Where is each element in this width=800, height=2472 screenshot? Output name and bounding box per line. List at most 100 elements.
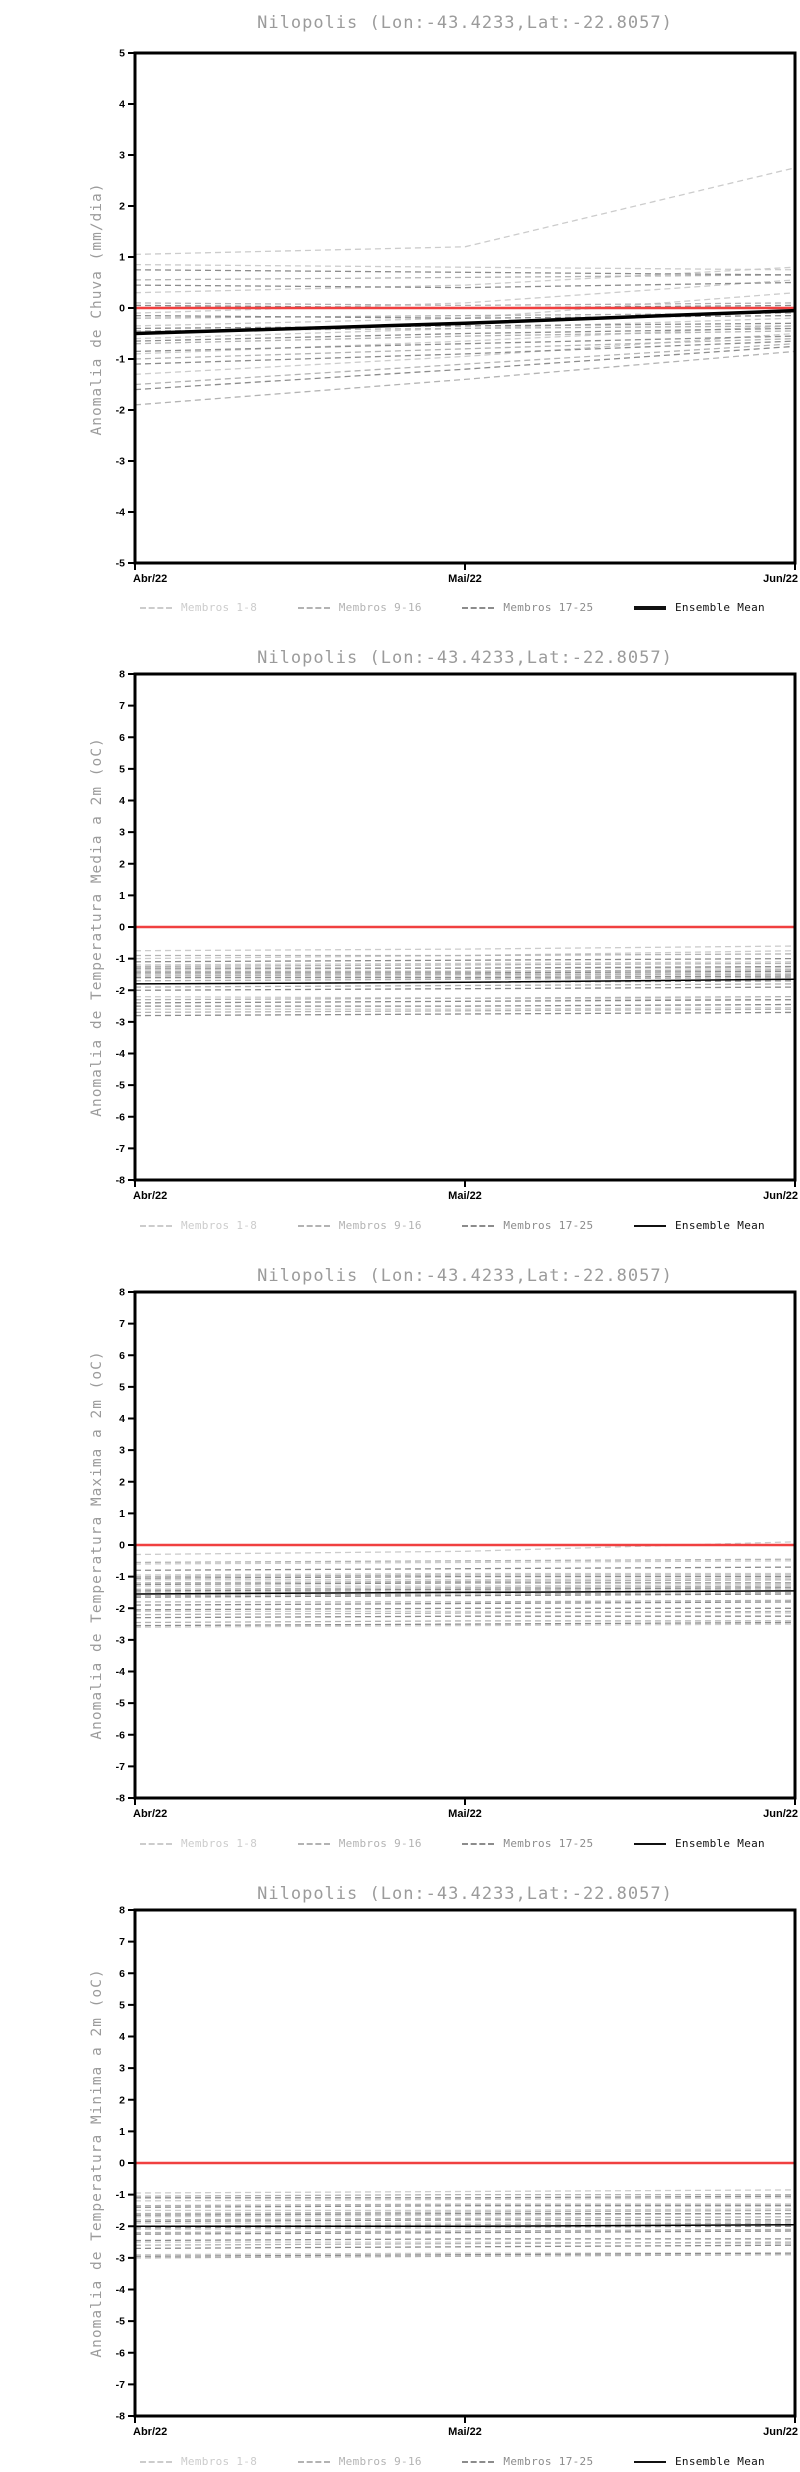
legend-item-membros-9-16: Membros 9-16: [297, 2455, 422, 2468]
legend-label: Ensemble Mean: [674, 1837, 765, 1850]
member-line: [134, 1621, 796, 1627]
y-tick-label: 2: [119, 858, 125, 870]
member-line: [134, 1585, 796, 1590]
y-tick-label: -3: [116, 2252, 125, 2264]
dashed-line-sample-icon: [140, 606, 172, 609]
chart-min-temperature-anomaly: Nilopolis (Lon:-43.4233,Lat:-22.8057) An…: [0, 1854, 800, 2472]
x-tick-label: Jun/22: [763, 2426, 798, 2438]
member-line: [134, 167, 796, 256]
chart-title: Nilopolis (Lon:-43.4233,Lat:-22.8057): [257, 648, 673, 668]
member-line: [134, 2197, 796, 2202]
member-line: [134, 2244, 796, 2250]
member-line: [134, 2205, 795, 2208]
y-tick-label: 6: [119, 732, 125, 744]
y-tick-label: -8: [116, 1793, 125, 1805]
y-tick-label: -5: [116, 1080, 125, 1092]
y-tick-label: 2: [119, 201, 125, 213]
y-tick-label: 3: [119, 1445, 125, 1457]
member-line: [134, 1582, 795, 1586]
member-line: [134, 1011, 796, 1017]
legend-item-membros-1-8: Membros 1-8: [140, 2455, 257, 2468]
dashed-line-sample-icon: [297, 2460, 330, 2463]
y-tick-label: 3: [119, 2063, 125, 2075]
y-tick-label: -6: [116, 2347, 125, 2359]
member-line: [134, 976, 796, 982]
y-tick-label: 0: [119, 303, 125, 315]
member-line: [134, 2189, 796, 2194]
chart-title: Nilopolis (Lon:-43.4233,Lat:-22.8057): [257, 1266, 673, 1286]
y-tick-label: 7: [119, 1318, 125, 1330]
member-line: [134, 995, 796, 1001]
legend-label: Membros 9-16: [338, 1219, 422, 1232]
member-line: [134, 350, 796, 406]
x-tick-label: Jun/22: [763, 1190, 798, 1202]
member-line: [134, 986, 796, 991]
member-line: [135, 1003, 796, 1007]
chart-mean-temperature-anomaly: Nilopolis (Lon:-43.4233,Lat:-22.8057) An…: [0, 618, 800, 1236]
member-line: [134, 2209, 796, 2215]
y-tick-label: 1: [119, 252, 125, 264]
y-tick-label: 4: [119, 99, 125, 111]
y-tick-label: 4: [119, 795, 125, 807]
ensemble-mean-line: [135, 2223, 796, 2228]
y-tick-label: -7: [116, 1761, 125, 1773]
member-line: [134, 961, 796, 966]
member-line: [134, 263, 796, 271]
legend-label: Membros 9-16: [338, 1837, 422, 1850]
y-tick-label: -7: [116, 1143, 125, 1155]
member-line: [134, 999, 796, 1004]
legend: Membros 1-8 Membros 9-16 Membros 17-25 E…: [140, 1219, 765, 1232]
member-line: [134, 1591, 796, 1597]
dashed-line-sample-icon: [297, 1842, 330, 1845]
solid-line-sample-icon: [633, 1224, 666, 1227]
legend-item-membros-17-25: Membros 17-25: [462, 2455, 593, 2468]
y-tick-label: -2: [116, 1603, 125, 1615]
member-line: [134, 1566, 796, 1571]
legend-item-membros-1-8: Membros 1-8: [140, 1219, 257, 1232]
member-line: [135, 2195, 796, 2199]
member-line: [134, 1593, 796, 1598]
legend-item-ensemble-mean: Ensemble Mean: [633, 1837, 765, 1850]
legend-label: Membros 17-25: [503, 1837, 594, 1850]
member-line: [134, 325, 796, 355]
y-tick-label: -3: [116, 1634, 125, 1646]
member-line: [134, 340, 796, 365]
y-tick-label: -2: [116, 2221, 125, 2233]
x-tick-label: Jun/22: [763, 1808, 798, 1820]
y-tick-label: 3: [119, 827, 125, 839]
y-tick-label: 8: [119, 669, 125, 681]
member-line: [134, 2252, 796, 2257]
member-line: [134, 2216, 796, 2221]
y-tick-label: 0: [119, 2158, 125, 2170]
legend-label: Membros 1-8: [181, 601, 258, 614]
x-tick-label: Jun/22: [763, 573, 798, 585]
member-line: [134, 2193, 795, 2197]
y-tick-label: 5: [119, 48, 125, 60]
legend-item-membros-1-8: Membros 1-8: [140, 601, 257, 614]
y-tick-label: 4: [119, 2031, 125, 2043]
legend-label: Membros 17-25: [503, 1219, 594, 1232]
member-line: [134, 269, 796, 276]
y-tick-label: 8: [119, 1905, 125, 1917]
member-line: [134, 962, 796, 968]
dashed-line-sample-icon: [297, 606, 330, 609]
chart-title: Nilopolis (Lon:-43.4233,Lat:-22.8057): [257, 13, 673, 33]
legend-label: Ensemble Mean: [674, 2455, 765, 2468]
member-line: [134, 2219, 795, 2223]
y-tick-label: 6: [119, 1968, 125, 1980]
y-tick-label: 5: [119, 1381, 125, 1393]
member-line: [134, 345, 796, 391]
y-tick-label: -1: [116, 2189, 125, 2201]
legend-label: Ensemble Mean: [674, 1219, 765, 1232]
legend-label: Ensemble Mean: [674, 601, 765, 614]
dashed-line-sample-icon: [140, 2460, 172, 2463]
legend-item-ensemble-mean: Ensemble Mean: [633, 1219, 765, 1232]
member-line: [134, 2203, 795, 2207]
legend-item-membros-9-16: Membros 9-16: [297, 601, 422, 614]
member-line: [134, 2228, 796, 2234]
y-tick-label: 0: [119, 1540, 125, 1552]
x-tick-label: Mai/22: [448, 1808, 482, 1820]
member-line: [134, 1587, 796, 1592]
legend-item-membros-9-16: Membros 9-16: [297, 1219, 422, 1232]
ensemble-mean-line: [134, 978, 796, 985]
